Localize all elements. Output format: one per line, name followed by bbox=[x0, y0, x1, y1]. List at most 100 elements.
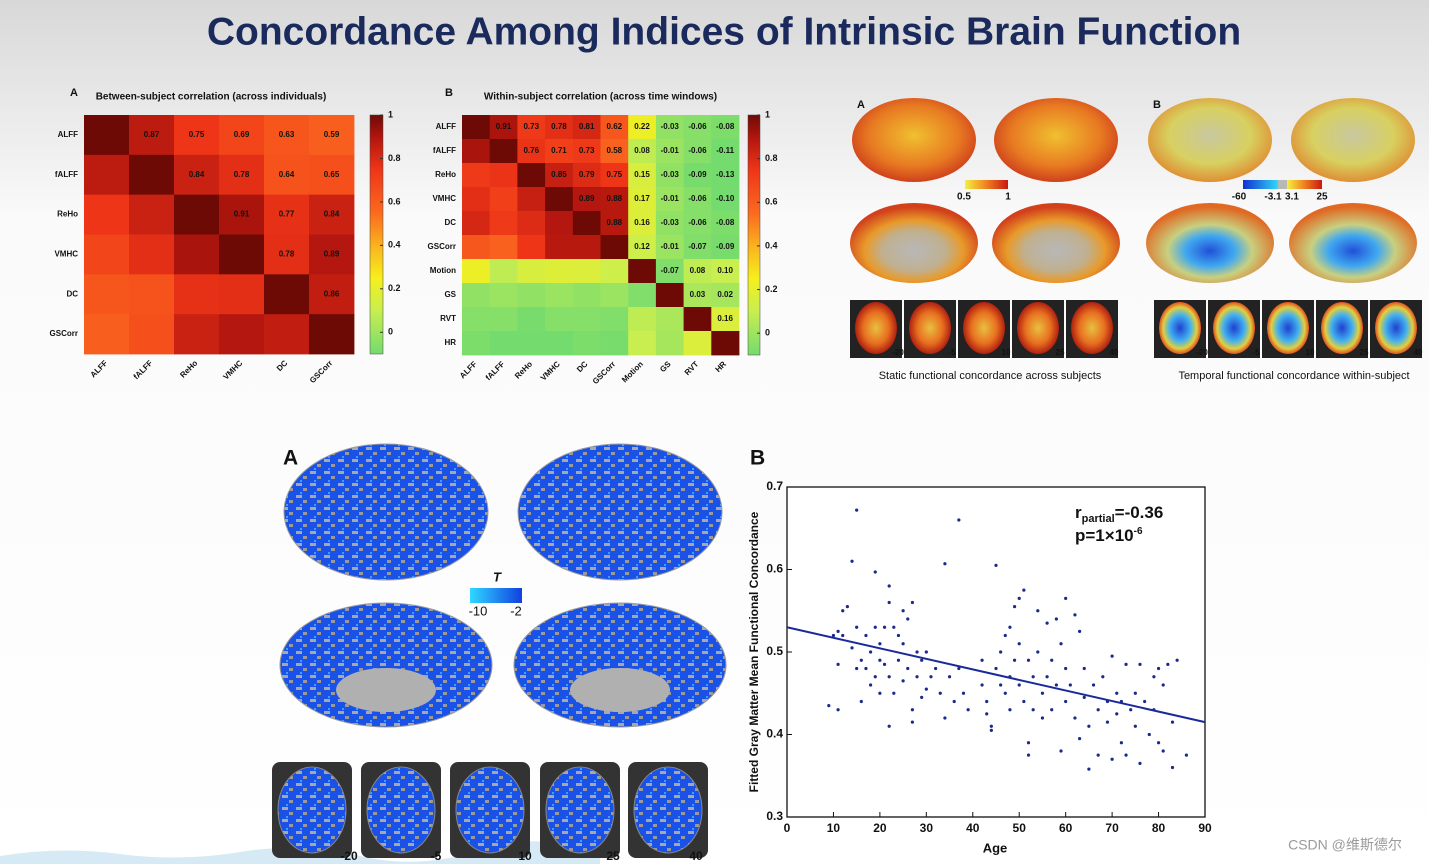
cell-label: -0.08 bbox=[716, 122, 735, 131]
scatter-point bbox=[1124, 754, 1127, 757]
heatmap-cell bbox=[129, 274, 174, 314]
heatmap-cell bbox=[462, 115, 490, 139]
heatmap-cell bbox=[264, 314, 309, 354]
caption: Temporal functional concordance within-s… bbox=[1178, 370, 1409, 382]
cell-label: -0.08 bbox=[716, 218, 735, 227]
cell-label: 0.91 bbox=[234, 210, 250, 219]
slide-title: Concordance Among Indices of Intrinsic B… bbox=[207, 10, 1241, 53]
scatter-point bbox=[878, 692, 881, 695]
scatter-point bbox=[902, 642, 905, 645]
scatter-point bbox=[892, 692, 895, 695]
scatter-point bbox=[1097, 754, 1100, 757]
heatmap-cell bbox=[545, 283, 573, 307]
brain-slice bbox=[1375, 302, 1417, 354]
scatter-point bbox=[878, 659, 881, 662]
scatter-point bbox=[1143, 700, 1146, 703]
brain-medial-core bbox=[336, 668, 436, 712]
scatter-point bbox=[967, 708, 970, 711]
x-tick-label: 70 bbox=[1105, 821, 1119, 835]
scatter-point bbox=[836, 708, 839, 711]
colorbar-label: -2 bbox=[510, 603, 522, 618]
cell-label: 0.64 bbox=[279, 170, 295, 179]
cell-label: 0.73 bbox=[523, 122, 539, 131]
scatter-point bbox=[1050, 708, 1053, 711]
brain-slice bbox=[1321, 302, 1363, 354]
scatter-point bbox=[1013, 659, 1016, 662]
heatmap-cell bbox=[573, 211, 601, 235]
scatter-point bbox=[1111, 655, 1114, 658]
scatter-point bbox=[915, 650, 918, 653]
scatter-point bbox=[1087, 768, 1090, 771]
colorbar-tick-label: 0 bbox=[388, 327, 393, 337]
scatter-point bbox=[1041, 716, 1044, 719]
brain-slice bbox=[546, 767, 614, 853]
scatter-point bbox=[915, 675, 918, 678]
scatter-point bbox=[999, 683, 1002, 686]
scatter-point bbox=[953, 700, 956, 703]
slice-label: 25 bbox=[606, 849, 620, 863]
heatmap-cell bbox=[84, 235, 129, 275]
heatmap-cell bbox=[545, 187, 573, 211]
scatter-point bbox=[1120, 741, 1123, 744]
scatter-point bbox=[1129, 708, 1132, 711]
heatmap-cell bbox=[601, 307, 629, 331]
scatter-point bbox=[897, 634, 900, 637]
cell-label: -0.06 bbox=[688, 218, 707, 227]
scatter-point bbox=[911, 601, 914, 604]
brain-medial bbox=[1289, 203, 1417, 283]
scatter-point bbox=[1045, 675, 1048, 678]
cell-label: 0.78 bbox=[551, 122, 567, 131]
cell-label: 0.86 bbox=[324, 289, 340, 298]
scatter-point bbox=[1162, 749, 1165, 752]
heatmap-cell bbox=[517, 235, 545, 259]
scatter-point bbox=[860, 659, 863, 662]
cell-label: 0.87 bbox=[144, 130, 160, 139]
row-label: GS bbox=[444, 290, 456, 299]
scatter-point bbox=[1124, 663, 1127, 666]
heatmap-cell bbox=[545, 235, 573, 259]
heatmap-cell bbox=[601, 331, 629, 355]
colorbar-label: -10 bbox=[469, 603, 488, 618]
scatter-point bbox=[1064, 597, 1067, 600]
cell-label: 0.81 bbox=[579, 122, 595, 131]
heatmap-cell bbox=[84, 155, 129, 195]
scatter-point bbox=[1022, 589, 1025, 592]
colorbar-label: 3.1 bbox=[1285, 192, 1299, 203]
cell-label: 0.10 bbox=[717, 266, 733, 275]
heatmap-cell bbox=[490, 211, 518, 235]
brain-medial bbox=[1146, 203, 1274, 283]
row-label: GSCorr bbox=[50, 329, 78, 338]
cell-label: -0.03 bbox=[661, 218, 680, 227]
scatter-point bbox=[869, 683, 872, 686]
scatter-point bbox=[994, 564, 997, 567]
scatter-point bbox=[1027, 741, 1030, 744]
cell-label: -0.13 bbox=[716, 170, 735, 179]
scatter-point bbox=[841, 634, 844, 637]
heatmap-cell bbox=[462, 163, 490, 187]
scatter-point bbox=[902, 609, 905, 612]
watermark: CSDN @维斯德尔 bbox=[1288, 837, 1402, 853]
scatter-point bbox=[1027, 754, 1030, 757]
heatmap-cell bbox=[573, 307, 601, 331]
colorbar bbox=[1278, 180, 1287, 189]
scatter-point bbox=[836, 630, 839, 633]
x-tick-label: 60 bbox=[1059, 821, 1073, 835]
scatter-point bbox=[980, 683, 983, 686]
annotation-text: p=1×10 bbox=[1075, 526, 1134, 545]
cell-label: 0.89 bbox=[579, 194, 595, 203]
scatter-point bbox=[985, 712, 988, 715]
scatter-point bbox=[1018, 597, 1021, 600]
slice-label: -5 bbox=[1252, 348, 1260, 357]
heatmap-cell bbox=[462, 187, 490, 211]
slice-label: -5 bbox=[948, 348, 956, 357]
colorbar bbox=[470, 588, 522, 603]
cell-label: 0.59 bbox=[324, 130, 340, 139]
heatmap-cell bbox=[517, 259, 545, 283]
cell-label: -0.09 bbox=[716, 242, 735, 251]
scatter-point bbox=[850, 560, 853, 563]
heatmap-cell bbox=[711, 331, 739, 355]
heatmap-cell bbox=[490, 235, 518, 259]
scatter-point bbox=[864, 667, 867, 670]
scatter-point bbox=[1087, 725, 1090, 728]
heatmap-cell bbox=[573, 259, 601, 283]
